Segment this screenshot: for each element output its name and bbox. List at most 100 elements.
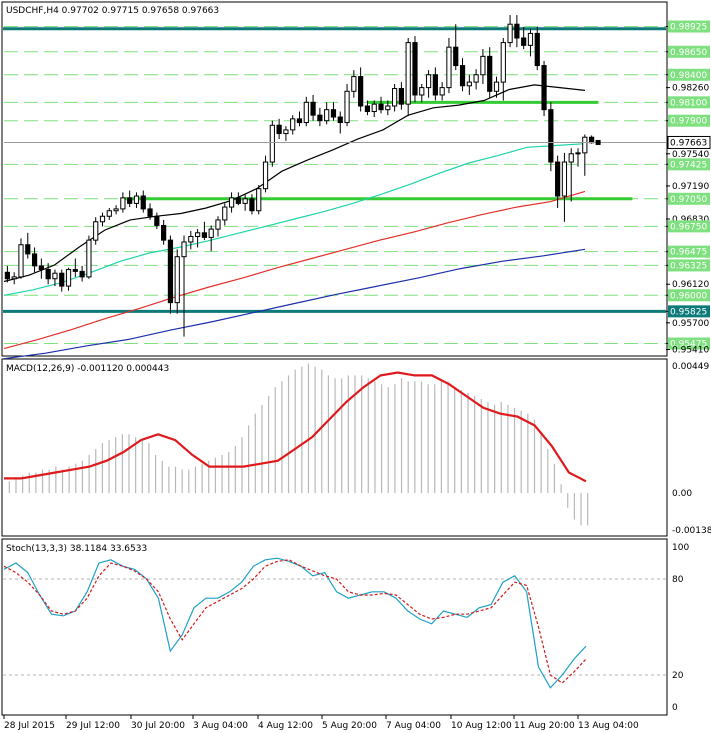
candle-bearish — [4, 271, 11, 280]
candle-bearish — [235, 197, 241, 204]
candle-bullish — [385, 105, 391, 111]
candle-bullish — [262, 161, 269, 190]
stoch-tick-label: 20 — [672, 671, 684, 681]
candle-bullish — [425, 74, 432, 89]
candle-bearish — [72, 269, 78, 272]
time-tick-label: 10 Aug 12:00 — [451, 721, 512, 731]
candle-bullish — [561, 161, 568, 197]
candle-bullish — [324, 109, 330, 122]
candle-bullish — [371, 103, 377, 113]
price-level-box — [668, 305, 710, 318]
price-tick-label: 0.97190 — [672, 182, 709, 192]
stoch-tick-label: 100 — [672, 543, 689, 553]
stoch-panel-title: Stoch(13,3,3) 38.1184 33.6533 — [6, 544, 147, 554]
candle-bullish — [242, 198, 248, 204]
price-level-label: 0.98650 — [670, 48, 707, 58]
candle-bearish — [378, 103, 384, 111]
candle-bullish — [52, 272, 58, 280]
stoch-tick-label: 80 — [672, 575, 684, 585]
candle-bearish — [161, 224, 167, 241]
macd-axis: 0.00449 0.00 -0.001388 — [672, 362, 711, 536]
price-level-label: 0.96325 — [670, 261, 707, 271]
stoch-lines — [3, 557, 587, 689]
time-axis: 28 Jul 2015 29 Jul 12:00 30 Jul 20:00 3 Aug… — [3, 715, 639, 731]
candle-bullish — [194, 232, 201, 237]
macd-tick-label: 0.00449 — [672, 362, 709, 372]
candle-bullish — [86, 239, 92, 278]
macd-panel-title: MACD(12,26,9) -0.001120 0.000443 — [6, 364, 169, 374]
price-level-label: 0.96475 — [670, 248, 707, 258]
candle-bullish — [446, 46, 452, 89]
candle-bearish — [310, 101, 316, 116]
candle-bullish — [391, 88, 398, 107]
price-level-label: 0.96750 — [670, 222, 707, 232]
price-panel-frame — [1, 1, 668, 357]
price-level-box — [668, 96, 710, 109]
candle-bearish — [514, 23, 520, 39]
price-level-box — [668, 192, 710, 205]
candle-bullish — [568, 153, 574, 163]
candle-bearish — [555, 161, 561, 197]
candle-bullish — [174, 256, 180, 304]
macd-tick-label: 0.00 — [672, 489, 692, 499]
price-level-label: 0.98925 — [670, 23, 707, 33]
time-tick-label: 30 Jul 20:00 — [131, 721, 185, 731]
candle-bullish — [133, 195, 140, 204]
candle-bearish — [364, 105, 371, 113]
price-level-box — [668, 289, 710, 302]
candle-bearish — [25, 244, 31, 255]
price-level-label: 0.97425 — [670, 160, 707, 170]
candle-bearish — [487, 55, 493, 92]
price-level-label: 0.97050 — [670, 195, 707, 205]
price-level-label: 0.98100 — [670, 98, 707, 108]
candle-bearish — [453, 46, 459, 67]
moving-average-line — [3, 190, 586, 350]
time-tick-label: 29 Jul 12:00 — [66, 721, 120, 731]
candle-bearish — [249, 198, 255, 212]
candle-bullish — [120, 197, 126, 210]
candle-bullish — [256, 188, 262, 212]
price-level-box — [668, 114, 710, 127]
price-level-label: 0.96000 — [670, 291, 707, 301]
current-price-label: 0.97663 — [670, 138, 707, 148]
candle-bullish — [106, 210, 112, 217]
price-tick-label: 0.98260 — [672, 84, 709, 94]
time-tick-label: 7 Aug 04:00 — [386, 721, 441, 731]
macd-panel-frame — [1, 358, 668, 537]
candle-bearish — [317, 114, 323, 122]
candle-bearish — [534, 32, 540, 67]
candle-bullish — [466, 81, 472, 87]
candle-bullish — [18, 244, 24, 278]
panel-borders — [1, 1, 668, 716]
candle-bullish — [188, 235, 194, 243]
candle-bearish — [548, 109, 554, 163]
stoch-signal-line — [3, 559, 587, 684]
candle-bullish — [344, 90, 350, 124]
candle-bullish — [575, 152, 581, 155]
candle-bearish — [31, 253, 38, 267]
time-tick-label: 5 Aug 20:00 — [322, 721, 377, 731]
price-level-box — [668, 245, 710, 258]
candle-bullish — [351, 76, 357, 92]
candle-bullish — [215, 219, 221, 230]
price-tick-label: 0.95700 — [672, 319, 709, 329]
candle-bearish — [147, 208, 153, 217]
candle-bullish — [181, 241, 187, 258]
price-level-box — [668, 220, 710, 233]
price-tick-label: 0.96120 — [672, 280, 709, 290]
candle-bearish — [358, 76, 364, 107]
price-level-label: 0.95475 — [670, 340, 707, 350]
time-tick-label: 13 Aug 04:00 — [578, 721, 639, 731]
macd-tick-label: -0.001388 — [672, 526, 711, 536]
candle-bullish — [582, 136, 588, 154]
candle-bullish — [527, 32, 534, 46]
price-level-label: 0.98400 — [670, 71, 707, 81]
candle-bullish — [222, 206, 228, 221]
price-level-label: 0.95825 — [670, 307, 707, 317]
candle-bullish — [269, 124, 275, 163]
price-level-box — [668, 158, 710, 171]
candle-bearish — [79, 270, 85, 278]
candle-bearish — [140, 195, 146, 210]
candle-bearish — [38, 265, 44, 271]
stoch-main-line — [3, 557, 587, 689]
